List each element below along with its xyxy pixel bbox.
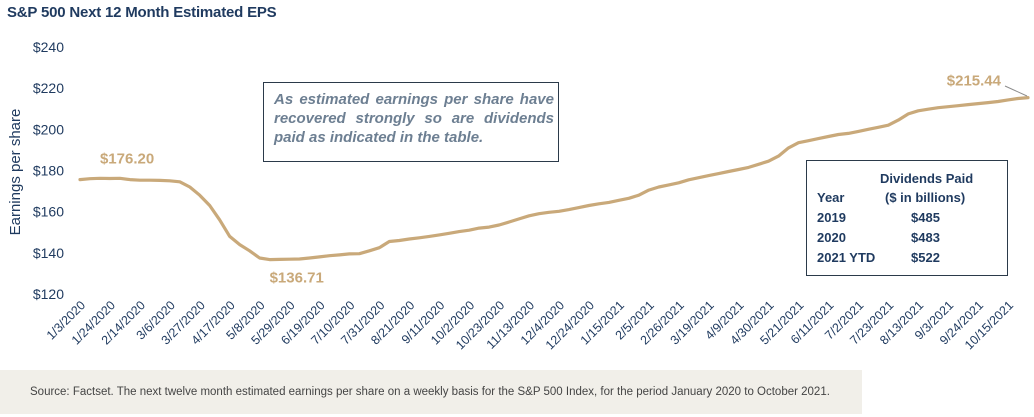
callout-box — [263, 82, 559, 162]
y-axis-label: Earnings per share — [7, 109, 24, 236]
y-tick-label: $240 — [33, 39, 64, 55]
data-label: $136.71 — [270, 270, 324, 287]
data-label: $215.44 — [947, 73, 1002, 90]
table-row-value: $485 — [911, 210, 940, 225]
y-tick-label: $180 — [33, 163, 64, 179]
table-header-line2: ($ in billions) — [885, 190, 966, 205]
table-header-year: Year — [817, 190, 845, 205]
table-row-year: 2021 YTD — [817, 250, 876, 265]
y-tick-label: $160 — [33, 204, 64, 220]
table-row-value: $522 — [911, 250, 940, 265]
y-tick-label: $140 — [33, 245, 64, 261]
table-header-line1: Dividends Paid — [880, 171, 974, 186]
table-row-value: $483 — [911, 230, 940, 245]
end-label-leader-line — [1004, 85, 1028, 97]
chart-title: S&P 500 Next 12 Month Estimated EPS — [7, 4, 277, 21]
dividends-table: Dividends Paid Year ($ in billions) 2019… — [806, 160, 1008, 276]
eps-line-chart: Earnings per share $120 $140 $160 $180 $200 $… — [7, 39, 1030, 352]
source-note: Source: Factset. The next twelve month e… — [30, 386, 830, 398]
source-footer — [0, 370, 862, 414]
callout-text: As estimated earnings per share have rec… — [274, 91, 554, 146]
y-tick-label: $200 — [33, 121, 64, 137]
y-tick-label: $220 — [33, 80, 64, 96]
data-label: $176.20 — [100, 150, 154, 167]
y-tick-label: $120 — [33, 286, 64, 302]
table-row-year: 2019 — [817, 210, 846, 225]
table-row-year: 2020 — [817, 230, 846, 245]
eps-series-line — [78, 96, 1030, 262]
